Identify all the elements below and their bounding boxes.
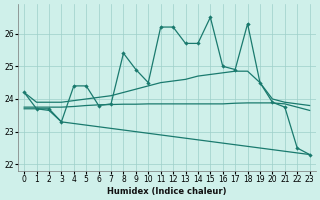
X-axis label: Humidex (Indice chaleur): Humidex (Indice chaleur) <box>107 187 227 196</box>
